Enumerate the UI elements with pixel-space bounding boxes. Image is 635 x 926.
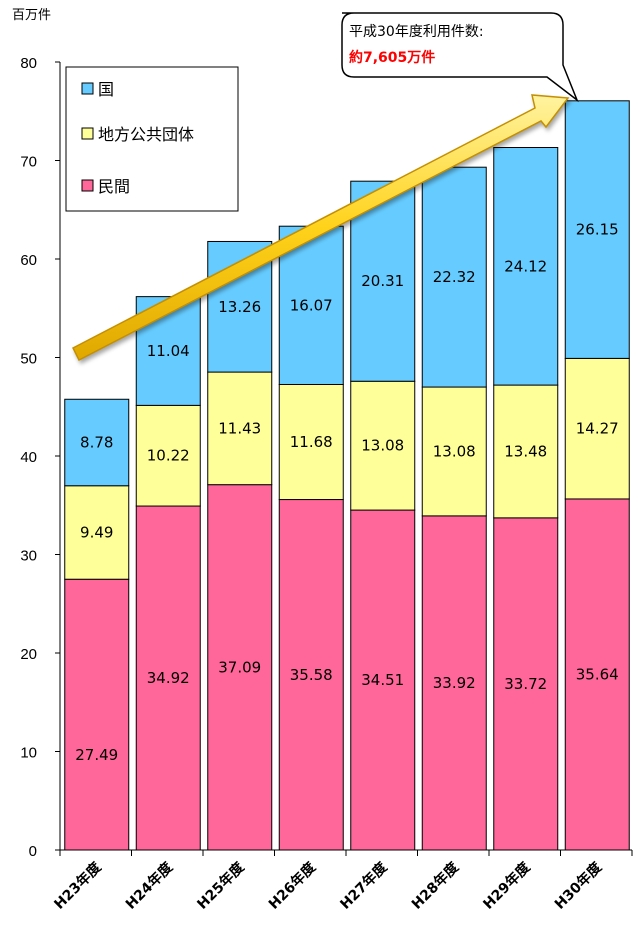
bar-value-label: 20.31 <box>361 272 404 290</box>
bar-segment <box>278 225 344 385</box>
legend: 国 地方公共団体 民間 <box>65 66 239 212</box>
bar-value-label: 26.15 <box>576 221 619 239</box>
bar-value-label: 11.43 <box>218 419 261 437</box>
y-tick-label: 40 <box>20 449 37 466</box>
bar-segment <box>135 505 201 851</box>
bar-value-label: 35.58 <box>290 666 333 684</box>
y-tick-label: 80 <box>20 55 37 72</box>
bar-segment <box>64 485 130 580</box>
bar-value-label: 13.08 <box>361 437 404 455</box>
x-category-label: H27年度 <box>337 858 392 913</box>
bar-segment <box>64 398 130 487</box>
bar-value-label: 13.08 <box>433 442 476 460</box>
bar-value-label: 22.32 <box>433 268 476 286</box>
callout-shape <box>341 12 579 103</box>
y-tick-label: 0 <box>29 843 37 860</box>
bar-value-label: 11.68 <box>290 433 333 451</box>
y-tick-label: 20 <box>20 646 37 663</box>
bar-segment <box>350 380 416 511</box>
y-tick-label: 10 <box>20 745 37 762</box>
bar-value-label: 24.12 <box>504 257 547 275</box>
bar-segment <box>421 386 487 517</box>
bar-value-label: 13.26 <box>218 298 261 316</box>
bar-segment <box>278 499 344 851</box>
bar-value-label: 13.48 <box>504 442 547 460</box>
bar-segment <box>207 371 273 486</box>
bar-value-label: 11.04 <box>147 342 190 360</box>
trend-arrow-shape <box>71 94 570 362</box>
bar-segment <box>493 146 559 386</box>
x-category-label: H23年度 <box>51 858 106 913</box>
legend-swatch-chiho <box>81 127 94 140</box>
bars-group: 27.49 9.49 8.78 34.92 10.22 11.04 37.09 11.43 13… <box>64 100 630 851</box>
legend-label-minkan: 民間 <box>98 177 130 196</box>
bar-value-label: 9.49 <box>80 523 113 541</box>
y-axis-unit-label: 百万件 <box>12 8 51 23</box>
y-tick-label: 60 <box>20 252 37 269</box>
x-category-label: H28年度 <box>408 858 463 913</box>
x-category-label: H26年度 <box>265 858 320 913</box>
bar-value-label: 10.22 <box>147 447 190 465</box>
legend-label-chiho: 地方公共団体 <box>98 125 194 144</box>
legend-swatch-kuni <box>81 82 94 95</box>
bar-segment <box>421 166 487 388</box>
bar-value-label: 35.64 <box>576 665 619 683</box>
bar-value-label: 34.92 <box>147 669 190 687</box>
bar-segment <box>64 578 130 851</box>
legend-box <box>65 66 239 212</box>
bar-segment <box>278 383 344 501</box>
callout-text-total: 約7,605万件 <box>349 49 435 66</box>
legend-swatch-minkan <box>81 179 94 192</box>
y-tick-label: 70 <box>20 154 37 171</box>
bar-value-label: 37.09 <box>218 658 261 676</box>
bar-value-label: 14.27 <box>576 420 619 438</box>
bar-value-label: 27.49 <box>75 746 118 764</box>
legend-label-kuni: 国 <box>98 80 114 99</box>
bar-segment <box>493 384 559 519</box>
y-axis-ticks: 0 10 20 30 40 50 60 70 80 <box>20 55 60 860</box>
callout-text-title: 平成30年度利用件数: <box>349 24 484 40</box>
bar-segment <box>207 484 273 851</box>
x-category-label: H29年度 <box>480 858 535 913</box>
bar-value-label: 16.07 <box>290 296 333 314</box>
bar-value-label: 8.78 <box>80 434 113 452</box>
x-category-label: H25年度 <box>194 858 249 913</box>
y-tick-label: 50 <box>20 351 37 368</box>
bar-segment <box>421 515 487 851</box>
trend-arrow <box>71 94 570 362</box>
callout-bubble: 平成30年度利用件数: 約7,605万件 <box>341 12 579 103</box>
x-category-label: H24年度 <box>122 858 177 913</box>
bar-segment <box>493 517 559 851</box>
bar-segment <box>564 100 630 359</box>
bar-segment <box>350 509 416 851</box>
y-tick-label: 30 <box>20 548 37 565</box>
bar-value-label: 33.92 <box>433 674 476 692</box>
x-axis-ticks: H23年度 H24年度 H25年度 H26年度 H27年度 H28年度 H29年度 H30年度 <box>51 850 633 913</box>
bar-segment <box>564 357 630 500</box>
bar-value-label: 33.72 <box>504 675 547 693</box>
bar-value-label: 34.51 <box>361 671 404 689</box>
x-category-label: H30年度 <box>551 858 606 913</box>
